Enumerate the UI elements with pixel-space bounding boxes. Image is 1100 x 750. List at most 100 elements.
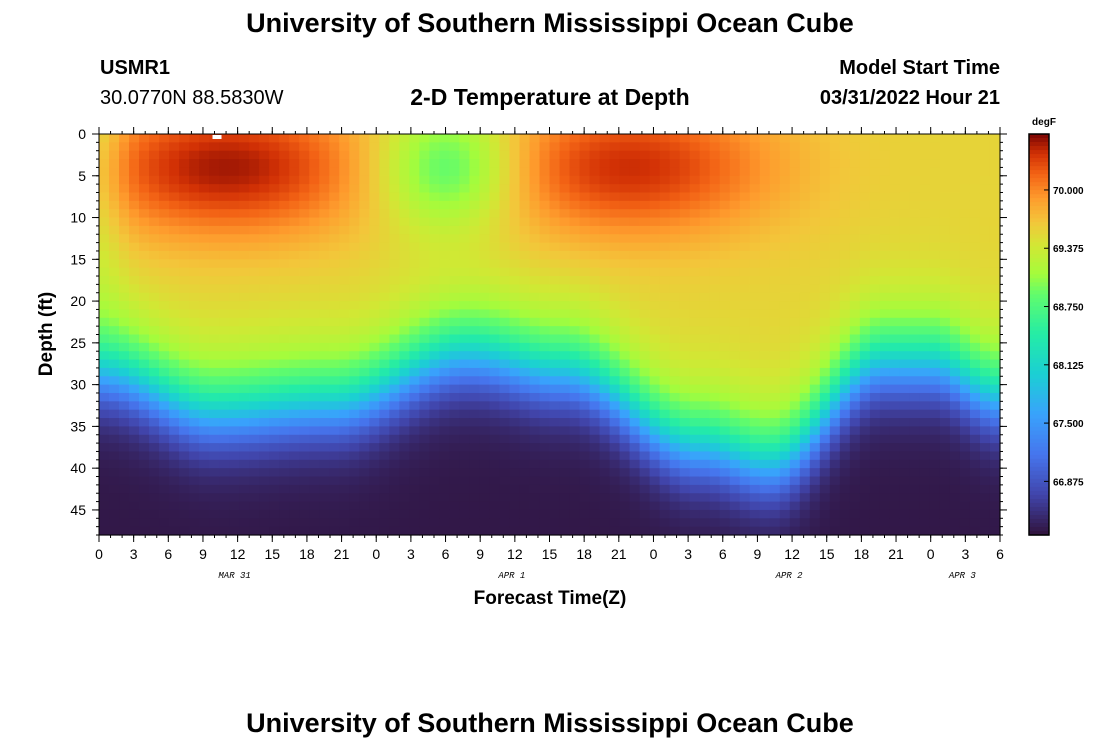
heatmap-cell — [929, 468, 941, 478]
heatmap-cell — [549, 326, 561, 336]
heatmap-cell — [539, 234, 551, 244]
heatmap-cell — [229, 367, 240, 377]
heatmap-cell — [699, 518, 711, 528]
heatmap-cell — [699, 418, 711, 427]
heatmap-cell — [229, 276, 240, 285]
heatmap-cell — [449, 359, 460, 369]
heatmap-cell — [389, 434, 400, 444]
heatmap-cell — [469, 242, 481, 252]
heatmap-cell — [479, 409, 491, 419]
heatmap-cell — [869, 351, 881, 361]
heatmap-cell — [689, 242, 701, 252]
heatmap-cell — [309, 418, 320, 427]
heatmap-cell — [249, 134, 260, 143]
heatmap-cell — [799, 209, 811, 219]
heatmap-cell — [289, 509, 300, 519]
heatmap-cell — [759, 426, 771, 436]
heatmap-cell — [779, 476, 791, 486]
heatmap-cell — [969, 175, 981, 185]
heatmap-cell — [149, 234, 160, 244]
heatmap-cell — [419, 459, 430, 469]
heatmap-cell — [859, 192, 871, 202]
heatmap-cell — [779, 342, 791, 352]
heatmap-cell — [789, 276, 801, 285]
heatmap-cell — [909, 234, 921, 244]
heatmap-cell — [489, 167, 501, 177]
heatmap-cell — [99, 484, 110, 494]
heatmap-cell — [479, 225, 491, 235]
heatmap-cell — [689, 493, 701, 503]
heatmap-cell — [229, 392, 240, 402]
heatmap-cell — [279, 259, 290, 269]
heatmap-cell — [309, 334, 320, 344]
heatmap-cell — [949, 217, 961, 227]
heatmap-cell — [639, 509, 651, 519]
heatmap-cell — [149, 301, 160, 311]
heatmap-cell — [989, 384, 1001, 394]
heatmap-cell — [369, 267, 380, 277]
heatmap-cell — [539, 493, 551, 503]
heatmap-cell — [949, 284, 961, 294]
colorbar-unit-label: degF — [1032, 117, 1056, 128]
heatmap-cell — [809, 509, 821, 519]
heatmap-cell — [299, 225, 310, 235]
heatmap-cell — [369, 326, 380, 336]
heatmap-cell — [889, 434, 901, 444]
heatmap-cell — [449, 225, 460, 235]
heatmap-cell — [749, 376, 761, 386]
heatmap-cell — [919, 242, 931, 252]
heatmap-cell — [109, 184, 120, 194]
heatmap-cell — [469, 150, 481, 160]
heatmap-cell — [199, 426, 210, 436]
heatmap-cell — [639, 192, 651, 202]
heatmap-cell — [329, 167, 340, 177]
heatmap-cell — [509, 384, 521, 394]
heatmap-cell — [429, 418, 440, 427]
heatmap-cell — [259, 468, 270, 478]
heatmap-cell — [389, 150, 400, 160]
heatmap-cell — [839, 476, 851, 486]
heatmap-cell — [829, 384, 841, 394]
heatmap-cell — [329, 209, 340, 219]
heatmap-cell — [159, 384, 170, 394]
heatmap-cell — [769, 476, 781, 486]
heatmap-cell — [299, 493, 310, 503]
heatmap-cell — [869, 175, 881, 185]
heatmap-cell — [99, 192, 110, 202]
heatmap-cell — [459, 175, 471, 185]
heatmap-cell — [339, 326, 350, 336]
heatmap-cell — [219, 509, 230, 519]
heatmap-cell — [99, 518, 110, 528]
heatmap-cell — [929, 242, 941, 252]
heatmap-cell — [639, 284, 651, 294]
heatmap-cell — [659, 317, 671, 327]
heatmap-cell — [719, 384, 731, 394]
heatmap-cell — [709, 184, 721, 194]
heatmap-cell — [309, 309, 320, 319]
heatmap-cell — [679, 234, 691, 244]
heatmap-cell — [879, 451, 891, 461]
heatmap-cell — [669, 367, 681, 377]
heatmap-cell — [99, 175, 110, 185]
heatmap-cell — [729, 200, 741, 210]
heatmap-cell — [879, 217, 891, 227]
heatmap-cell — [309, 209, 320, 219]
heatmap-cell — [469, 484, 481, 494]
heatmap-cell — [939, 451, 951, 461]
heatmap-cell — [819, 426, 831, 436]
heatmap-cell — [809, 384, 821, 394]
x-tick-label: 15 — [264, 546, 280, 562]
heatmap-cell — [279, 326, 290, 336]
heatmap-cell — [629, 418, 641, 427]
heatmap-cell — [679, 167, 691, 177]
heatmap-cell — [379, 217, 390, 227]
heatmap-cell — [609, 443, 621, 453]
heatmap-cell — [989, 317, 1001, 327]
heatmap-cell — [199, 468, 210, 478]
heatmap-cell — [929, 501, 941, 511]
heatmap-cell — [329, 225, 340, 235]
heatmap-cell — [399, 217, 410, 227]
heatmap-cell — [469, 284, 481, 294]
heatmap-cell — [319, 309, 330, 319]
heatmap-cell — [669, 501, 681, 511]
